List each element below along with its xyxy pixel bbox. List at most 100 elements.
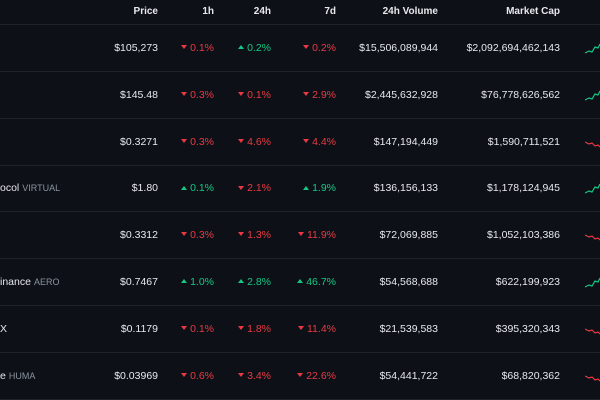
change-24h-cell: 2.1% bbox=[238, 182, 271, 194]
change-24h-cell: 1.8% bbox=[238, 323, 271, 335]
market-cap-cell: $2,092,694,462,143 bbox=[466, 42, 560, 54]
change-24h-cell: 0.2% bbox=[238, 42, 271, 54]
table-row[interactable]: $105,273 0.1% 0.2% 0.2% $15,506,089,944 $2,09… bbox=[0, 25, 600, 72]
change-value: 0.1% bbox=[190, 42, 214, 54]
column-header-market-cap[interactable]: Market Cap bbox=[506, 6, 560, 17]
coin-name[interactable] bbox=[0, 89, 3, 101]
caret-down-icon bbox=[238, 138, 245, 143]
caret-down-icon bbox=[238, 326, 245, 331]
coin-symbol: VIRTUAL bbox=[22, 183, 61, 194]
caret-down-icon bbox=[181, 45, 188, 50]
coin-name[interactable] bbox=[0, 136, 3, 148]
change-value: 2.9% bbox=[312, 88, 336, 101]
table-row[interactable]: X $0.1179 0.1% 1.8% 11.4% $21,539,583 $395,320… bbox=[0, 306, 600, 353]
caret-up-icon bbox=[238, 279, 245, 284]
table-row[interactable]: ocol VIRTUAL $1.80 0.1% 2.1% 1.9% $136,156,133… bbox=[0, 165, 600, 213]
column-header-1h[interactable]: 1h bbox=[202, 6, 214, 17]
change-1h-cell: 0.3% bbox=[181, 89, 214, 101]
caret-up-icon bbox=[303, 185, 310, 190]
change-24h-cell: 1.3% bbox=[238, 229, 271, 241]
table-header: Price 1h 24h 7d 24h Volume Market Cap bbox=[0, 0, 600, 25]
sparkline-chart bbox=[585, 86, 600, 106]
change-value: 1.0% bbox=[190, 276, 214, 288]
change-value: 2.1% bbox=[247, 182, 271, 195]
coin-name[interactable]: ocol VIRTUAL bbox=[0, 182, 60, 194]
change-value: 0.6% bbox=[190, 369, 214, 382]
volume-cell: $21,539,583 bbox=[379, 322, 438, 335]
volume-cell: $72,069,885 bbox=[379, 229, 438, 242]
coin-name[interactable]: e HUMA bbox=[0, 370, 35, 382]
change-value: 0.1% bbox=[247, 88, 271, 101]
caret-up-icon bbox=[181, 185, 188, 190]
change-1h-cell: 0.3% bbox=[181, 229, 214, 241]
change-1h-cell: 0.1% bbox=[181, 323, 214, 335]
change-7d-cell: 1.9% bbox=[303, 182, 336, 194]
volume-cell: $2,445,632,928 bbox=[365, 88, 438, 101]
coin-symbol: HUMA bbox=[8, 370, 36, 381]
price-cell: $0.3312 bbox=[120, 229, 158, 242]
coin-name-text: X bbox=[0, 322, 8, 335]
coin-name[interactable]: X bbox=[0, 323, 10, 335]
market-cap-cell: $1,590,711,521 bbox=[487, 135, 560, 148]
price-cell: $145.48 bbox=[120, 88, 158, 101]
caret-down-icon bbox=[297, 372, 304, 377]
sparkline-chart bbox=[585, 226, 600, 246]
table-row[interactable]: $145.48 0.3% 0.1% 2.9% $2,445,632,928 $76,778… bbox=[0, 72, 600, 119]
change-7d-cell: 4.4% bbox=[303, 136, 336, 148]
column-header-price[interactable]: Price bbox=[133, 6, 158, 17]
market-cap-cell: $395,320,343 bbox=[495, 322, 560, 335]
caret-down-icon bbox=[298, 326, 304, 331]
market-cap-cell: $1,052,103,386 bbox=[487, 229, 560, 242]
change-7d-cell: 0.2% bbox=[303, 42, 336, 54]
change-7d-cell: 11.9% bbox=[298, 229, 336, 241]
column-header-24h[interactable]: 24h bbox=[253, 6, 271, 17]
change-1h-cell: 0.1% bbox=[181, 182, 214, 194]
coin-name-text: inance bbox=[0, 276, 31, 288]
change-value: 4.6% bbox=[247, 135, 271, 148]
sparkline-chart bbox=[585, 320, 600, 340]
price-cell: $0.3271 bbox=[120, 135, 158, 148]
caret-down-icon bbox=[238, 372, 245, 377]
change-7d-cell: 11.4% bbox=[298, 323, 336, 335]
change-value: 3.4% bbox=[247, 369, 271, 382]
change-value: 1.9% bbox=[312, 182, 336, 195]
coin-name[interactable] bbox=[0, 42, 3, 54]
caret-down-icon bbox=[181, 372, 188, 377]
table-row[interactable]: $0.3271 0.3% 4.6% 4.4% $147,194,449 $1,590,71… bbox=[0, 119, 600, 166]
market-cap-cell: $76,778,626,562 bbox=[481, 88, 560, 101]
volume-cell: $136,156,133 bbox=[373, 182, 438, 195]
table-row[interactable]: inance AERO $0.7467 1.0% 2.8% 46.7% $54,568,68… bbox=[0, 259, 600, 306]
price-cell: $0.7467 bbox=[120, 276, 158, 288]
caret-down-icon bbox=[181, 138, 188, 143]
volume-cell: $15,506,089,944 bbox=[359, 42, 438, 54]
column-header-7d[interactable]: 7d bbox=[324, 6, 336, 17]
caret-down-icon bbox=[298, 232, 304, 237]
table-row[interactable]: $0.3312 0.3% 1.3% 11.9% $72,069,885 $1,052,10… bbox=[0, 212, 600, 260]
coin-name[interactable] bbox=[0, 229, 3, 241]
caret-down-icon bbox=[181, 92, 188, 97]
volume-cell: $54,441,722 bbox=[379, 369, 438, 382]
change-1h-cell: 0.3% bbox=[181, 136, 214, 148]
coin-symbol: AERO bbox=[33, 277, 60, 287]
change-value: 22.6% bbox=[306, 369, 336, 382]
change-value: 11.4% bbox=[307, 322, 336, 335]
caret-up-icon bbox=[181, 279, 188, 284]
sparkline-chart bbox=[585, 133, 600, 153]
column-header-volume[interactable]: 24h Volume bbox=[382, 6, 438, 17]
coin-name[interactable]: inance AERO bbox=[0, 276, 59, 288]
change-value: 46.7% bbox=[306, 276, 336, 288]
change-1h-cell: 0.1% bbox=[181, 42, 214, 54]
change-1h-cell: 1.0% bbox=[181, 276, 214, 288]
caret-down-icon bbox=[303, 92, 310, 97]
price-cell: $0.03969 bbox=[114, 369, 158, 382]
caret-down-icon bbox=[238, 92, 245, 97]
sparkline-chart bbox=[585, 367, 600, 387]
market-cap-cell: $68,820,362 bbox=[501, 369, 560, 382]
table-row[interactable]: e HUMA $0.03969 0.6% 3.4% 22.6% $54,441,722 $68… bbox=[0, 353, 600, 400]
change-value: 2.8% bbox=[247, 276, 271, 288]
change-value: 0.1% bbox=[190, 182, 214, 195]
change-value: 4.4% bbox=[312, 135, 336, 148]
volume-cell: $54,568,688 bbox=[379, 276, 438, 288]
change-24h-cell: 3.4% bbox=[238, 370, 271, 382]
change-value: 1.3% bbox=[247, 229, 271, 242]
